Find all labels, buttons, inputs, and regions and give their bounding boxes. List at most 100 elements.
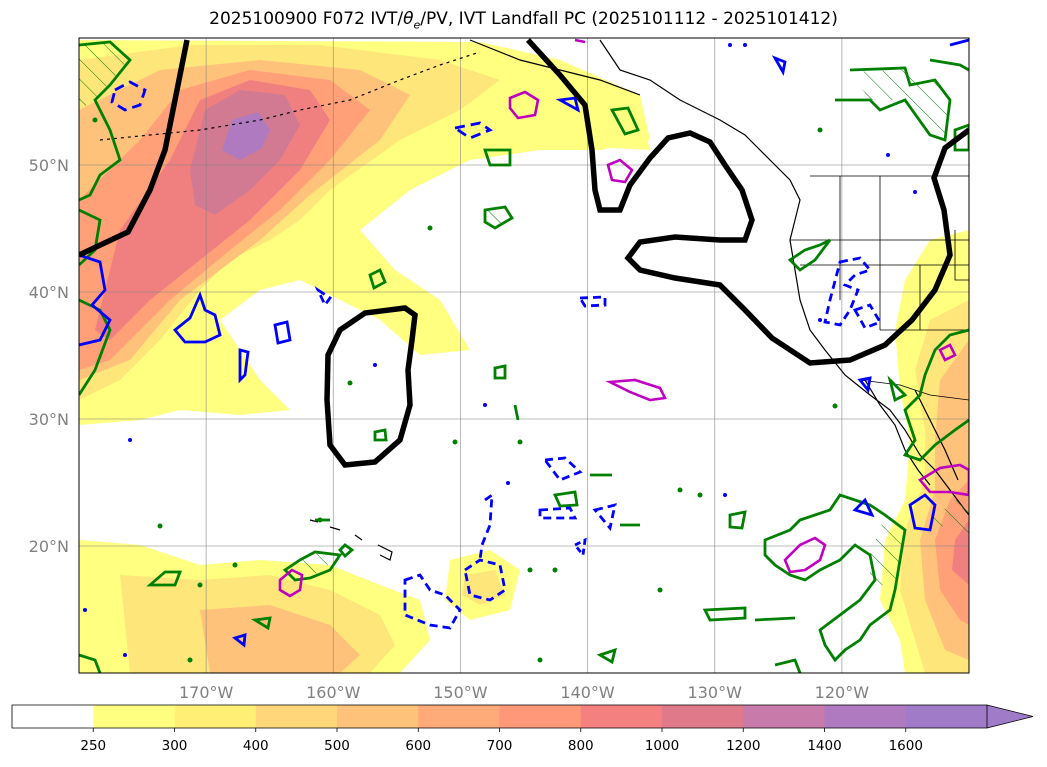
- ivt-filled-field: [79, 40, 969, 673]
- theta-e-alaska-patch: [483, 148, 512, 167]
- ivt-pc-contours: [79, 38, 969, 468]
- pv-magenta-4: [278, 568, 304, 598]
- theta-e-bottom-2: [754, 616, 796, 622]
- colorbar-segment: [580, 705, 663, 728]
- colorbar-segment: [499, 705, 582, 728]
- colorbar-tick-label: 600: [405, 738, 431, 754]
- pv-blue-ne: [949, 38, 969, 47]
- pv-contours-blue: [79, 38, 969, 648]
- theta-e-bottom-4: [596, 647, 617, 665]
- pc-contour-north: [525, 38, 969, 366]
- colorbar-segment: [905, 705, 988, 728]
- pv-magenta-2: [606, 158, 634, 184]
- pv-blue-mid2: [451, 121, 493, 140]
- map-frame: [78, 37, 970, 674]
- colorbar-segment: [12, 705, 94, 728]
- longitude-labels: 170°W 160°W 150°W 140°W 130°W 120°W: [179, 683, 869, 702]
- colorbar-tick-label: 800: [568, 738, 594, 754]
- theta-e-bc-patch: [609, 106, 640, 136]
- theta-e-tropical-east: [763, 493, 907, 663]
- theta-e-tropical-west-2: [282, 550, 343, 582]
- us-mexico-border: [859, 379, 969, 401]
- pv-contours-magenta: [278, 38, 969, 598]
- pv-blue-nw: [110, 80, 147, 112]
- pc-contour-closed: [324, 305, 418, 468]
- lat-tick-label: 30°N: [29, 410, 69, 429]
- theta-e-mexico-2: [887, 375, 908, 403]
- pv-blue-tropic1: [542, 456, 583, 482]
- theta-e-mid-ocean-1: [493, 364, 507, 380]
- pv-magenta-3: [605, 378, 667, 402]
- theta-e-bottom-3: [774, 658, 802, 673]
- colorbar-tick-label: 1400: [807, 738, 841, 754]
- theta-e-mid-ocean-3: [373, 428, 388, 442]
- borders: [790, 175, 969, 401]
- lat-tick-label: 40°N: [29, 283, 69, 302]
- theta-e-northwest: [79, 40, 132, 202]
- theta-e-tropical-mid: [552, 490, 579, 508]
- lon-tick-label: 120°W: [815, 683, 870, 702]
- lat-tick-label: 50°N: [29, 156, 69, 175]
- colorbar-segment: [255, 705, 338, 728]
- ivt-tropics-west-core: [200, 605, 360, 673]
- theta-e-hatching: [79, 42, 969, 590]
- pv-blue-tropic4: [478, 492, 494, 561]
- colorbar-ticks: 250 300 400 500 600 700 800 1000 1200 1400 1600: [80, 728, 923, 754]
- colorbar-segment: [418, 705, 500, 728]
- pv-blue-tropic2: [538, 506, 578, 520]
- colorbar-tick-label: 1200: [726, 738, 760, 754]
- pv-magenta-7: [938, 343, 957, 362]
- colorbar-tick-label: 700: [487, 738, 513, 754]
- pv-blue-coast1: [823, 256, 873, 327]
- lat-tick-label: 20°N: [29, 537, 69, 556]
- pv-blue-mid3: [577, 295, 607, 308]
- theta-e-canada-2: [929, 58, 969, 72]
- colorbar-tick-label: 1000: [645, 738, 679, 754]
- pv-blue-w2: [173, 291, 222, 344]
- alaska-coast: [469, 39, 641, 96]
- pc-contour-west: [79, 39, 190, 258]
- scatter-dots-blue: [83, 43, 917, 657]
- colorbar-segment: [174, 705, 257, 728]
- theta-e-tropical-west: [146, 570, 183, 587]
- hawaii-islands: [309, 519, 393, 561]
- lon-tick-label: 170°W: [179, 683, 234, 702]
- pv-blue-w1: [79, 253, 112, 347]
- pv-blue-tropic5: [463, 558, 507, 602]
- lon-tick-label: 150°W: [433, 683, 488, 702]
- theta-e-mid-ocean-2: [513, 404, 520, 421]
- theta-e-tropical-east-2: [728, 510, 747, 530]
- pv-blue-tropic6: [403, 573, 462, 630]
- colorbar-segment: [337, 705, 419, 728]
- theta-e-tropical-west-3: [250, 616, 272, 631]
- pv-blue-w4: [273, 320, 292, 345]
- lon-tick-label: 130°W: [688, 683, 743, 702]
- colorbar-segment: [662, 705, 744, 728]
- pv-magenta-8: [574, 38, 586, 44]
- pv-blue-w3: [238, 348, 250, 384]
- ivt-tropics-center-inner: [462, 570, 505, 605]
- colorbar-tick-label: 400: [243, 738, 269, 754]
- gridlines: [79, 38, 969, 673]
- pv-blue-sw: [231, 633, 247, 648]
- map-title: 2025100900 F072 IVT/θe/PV, IVT Landfall …: [209, 9, 838, 32]
- theta-e-mexico: [902, 328, 969, 462]
- pv-blue-mid1: [314, 286, 332, 308]
- theta-e-mid-patch-2: [368, 268, 387, 291]
- pv-blue-mid4: [555, 96, 581, 113]
- pv-magenta-1: [508, 90, 540, 120]
- pv-blue-coast2: [852, 303, 883, 330]
- lon-tick-label: 140°W: [560, 683, 615, 702]
- pv-blue-nebc: [771, 55, 787, 76]
- pv-blue-east-tropic: [908, 493, 937, 532]
- pv-magenta-6: [918, 463, 969, 497]
- pv-blue-tropic3: [592, 503, 617, 532]
- colorbar-extend-arrow: [986, 704, 1034, 729]
- colorbar-tick-label: 250: [80, 738, 106, 754]
- coastlines: [99, 39, 969, 561]
- state-borders: [790, 176, 969, 331]
- colorbar-tick-label: 300: [162, 738, 188, 754]
- colorbar-segment: [824, 705, 907, 728]
- colorbar-tick-label: 1600: [889, 738, 923, 754]
